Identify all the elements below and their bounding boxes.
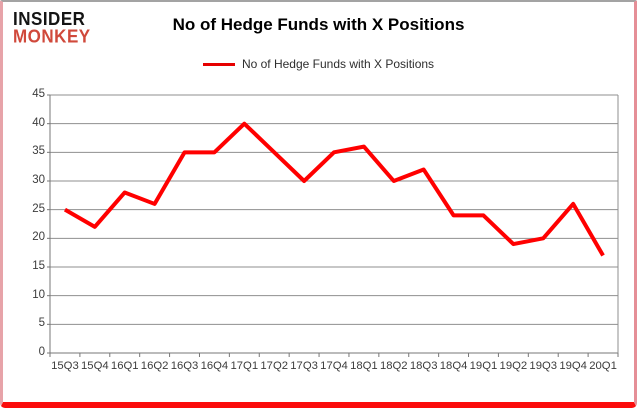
y-axis-label: 45 xyxy=(32,88,45,100)
plot-area xyxy=(47,94,619,357)
x-axis-label: 17Q2 xyxy=(260,360,289,372)
x-axis-label: 16Q3 xyxy=(170,360,199,372)
x-axis-label: 16Q1 xyxy=(110,360,139,372)
y-axis-label: 25 xyxy=(32,202,45,215)
line-chart xyxy=(47,94,619,357)
y-axis-label: 15 xyxy=(32,260,45,272)
x-axis-label: 19Q1 xyxy=(469,360,498,372)
y-axis-label: 0 xyxy=(38,346,45,358)
legend-label: No of Hedge Funds with X Positions xyxy=(241,57,435,71)
y-axis-label: 10 xyxy=(32,288,45,301)
chart-legend: No of Hedge Funds with X Positions xyxy=(3,57,634,71)
x-axis-label: 19Q3 xyxy=(529,360,558,372)
x-axis-label: 19Q4 xyxy=(559,360,587,372)
x-axis-label: 15Q3 xyxy=(51,360,79,372)
x-axis-label: 17Q1 xyxy=(230,360,259,372)
x-axis-label: 19Q2 xyxy=(499,360,528,372)
y-axis-label: 20 xyxy=(32,231,45,244)
chart-title: No of Hedge Funds with X Positions xyxy=(172,15,465,34)
y-axis-label: 30 xyxy=(32,174,45,186)
legend-line-swatch xyxy=(202,63,235,66)
x-axis-label: 20Q1 xyxy=(589,360,617,372)
x-axis-label: 15Q4 xyxy=(81,360,109,372)
x-axis-label: 17Q4 xyxy=(320,360,348,372)
x-axis-label: 18Q2 xyxy=(379,360,408,372)
y-axis-label: 40 xyxy=(32,116,45,129)
x-axis-label: 16Q4 xyxy=(200,360,229,372)
y-axis-label: 5 xyxy=(38,317,45,330)
y-axis-label: 35 xyxy=(32,145,45,158)
x-axis-label: 18Q3 xyxy=(409,360,438,372)
x-axis-label: 17Q3 xyxy=(290,360,318,372)
x-axis-label: 18Q4 xyxy=(439,360,468,372)
insider-monkey-logo: INSIDER MONKEY xyxy=(13,8,91,47)
x-axis-label: 18Q1 xyxy=(350,360,378,372)
series-line xyxy=(63,121,605,257)
logo-line-insider: INSIDER xyxy=(13,8,86,30)
logo-line-monkey: MONKEY xyxy=(13,25,91,47)
x-axis-label: 16Q2 xyxy=(140,360,169,372)
